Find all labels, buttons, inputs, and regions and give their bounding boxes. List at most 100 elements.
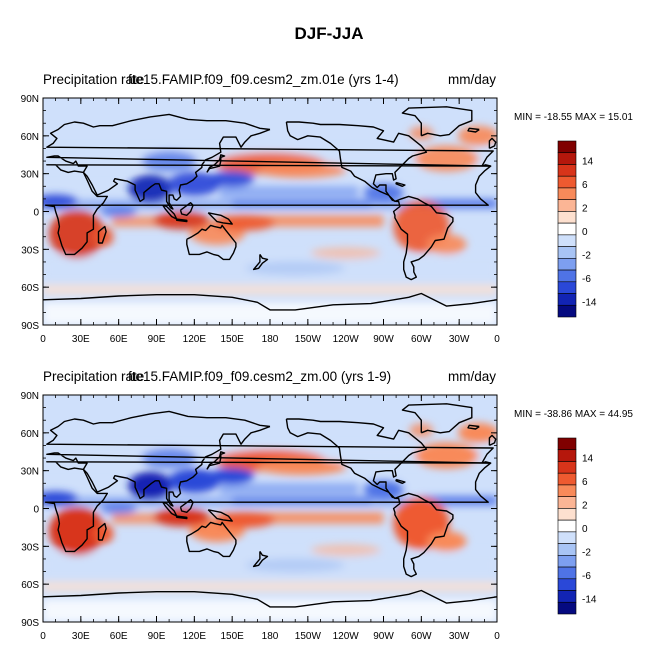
coastline-14 [467,424,480,430]
colorbar-swatch [557,543,577,556]
x-tick-label: 0 [40,334,46,345]
colorbar-label: 0 [582,524,588,535]
y-tick-label: 60N [21,429,39,440]
blob-south-africa [49,507,106,556]
x-tick-label: 30E [72,334,90,345]
x-tick-label: 0 [494,334,500,345]
figure-title: DJF-JJA [294,24,364,43]
band-spcz [219,512,384,524]
coastline-4 [186,224,237,261]
colorbar-swatch [557,199,577,212]
colorbar-label: -2 [582,251,591,262]
colorbar-swatch [557,140,577,154]
colorbar-swatch [557,449,577,462]
y-tick-label: 30N [21,467,39,478]
colorbar-swatch [557,281,577,294]
colorbar-swatch [557,519,577,533]
colorbar-swatch [557,578,577,591]
colorbar-swatch [557,175,577,189]
coastline-0 [46,410,494,464]
colorbar-swatch [557,531,577,544]
x-tick-label: 60E [110,631,128,642]
colorbar-swatch [557,461,577,474]
x-tick-label: 0 [494,631,500,642]
colorbar-label: -6 [582,274,591,285]
x-tick-label: 60W [411,631,432,642]
blob-spcz-core [214,511,275,528]
colorbar-swatch [557,246,577,259]
band-indian-south [112,513,176,524]
coastline-9 [206,154,226,173]
colorbar-label: -6 [582,571,591,582]
panel-bottom-units: mm/day [447,369,496,384]
colorbar-label: 0 [582,227,588,238]
panel-bottom: Precipitation rate fte15.FAMIP.f09_f09.c… [0,367,658,667]
y-tick-label: 30N [21,170,39,181]
coastline-12 [395,478,406,485]
x-tick-label: 90E [148,631,166,642]
panel-bottom-minmax: MIN = -38.86 MAX = 44.95 [514,409,633,420]
band-pacific-north-dry [219,186,359,198]
panel-bottom-colorbar: 14 6 2 0 -2 -6 -14 [557,437,597,615]
coastline-13 [401,403,473,434]
coastline-10 [252,254,269,271]
panel-top-colorbar: 14 6 2 0 -2 -6 -14 [557,140,597,318]
blob-central-asia [141,151,198,172]
blob-west-pacific-dry [210,170,255,187]
band-itcz-pacific [232,497,371,504]
coastline-6 [175,515,188,520]
blob-north-pacific-2 [256,161,347,178]
coastline-12 [395,181,406,188]
blob-west-pacific-dry [210,467,255,484]
blob-south-pacific-storm [245,261,346,276]
coastline-16 [43,292,497,311]
colorbar-swatch [557,211,577,224]
band-southern-ocean [43,581,497,592]
x-tick-label: 0 [40,631,46,642]
blob-sacz [426,234,467,255]
colorbar-swatch [557,293,577,306]
panel-bottom-case: fte15.FAMIP.f09_f09.cesm2_zm.00 (yrs 1-9… [128,369,392,384]
colorbar-swatch [557,437,577,451]
colorbar-label: 14 [582,454,594,465]
x-tick-label: 60W [411,334,432,345]
x-tick-label: 120W [333,631,360,642]
coastline-9 [206,451,226,470]
panel-top-minmax: MIN = -18.55 MAX = 15.01 [514,112,633,123]
colorbar-swatch [557,269,577,283]
blob-madagascar [93,226,114,247]
x-tick-label: 180 [262,334,279,345]
band-southern-ocean [43,284,497,295]
y-tick-label: 90S [21,321,39,332]
blob-indian-monsoon [128,471,173,500]
panel-top-map: 0 30E 60E 90E 120E 150E 180 150W 120W 90W 60W 30W 09… [21,94,501,345]
colorbar-label: 14 [582,157,594,168]
colorbar-label: 2 [582,204,588,215]
colorbar-swatch [557,152,577,165]
precip-field [43,422,497,622]
panel-bottom-map: 0 30E 60E 90E 120E 150E 180 150W 120W 90W 60W 30W 09… [21,391,501,642]
coastline-8 [207,509,233,522]
coastline-5 [162,501,178,517]
panel-bottom-variable: Precipitation rate [43,369,145,384]
y-tick-label: 0 [33,208,39,219]
coastline-2 [44,164,492,256]
coastline-3 [97,522,107,541]
y-tick-label: 60S [21,283,39,294]
precip-field [43,125,497,325]
x-tick-label: 180 [262,631,279,642]
coastline-2 [44,461,492,553]
band-indian-south [112,216,176,227]
x-tick-label: 120W [333,334,360,345]
blob-east-asia-monsoon [168,468,221,493]
colorbar-swatch [557,472,577,486]
colorbar-swatch [557,187,577,200]
x-tick-label: 90E [148,334,166,345]
band-pacific-north-dry [219,483,359,495]
coastline-3 [97,225,107,244]
x-tick-label: 30W [449,631,470,642]
blob-east-asia-monsoon [168,171,221,196]
y-tick-label: 0 [33,505,39,516]
x-tick-label: 150W [295,334,322,345]
colorbar-swatch [557,484,577,497]
